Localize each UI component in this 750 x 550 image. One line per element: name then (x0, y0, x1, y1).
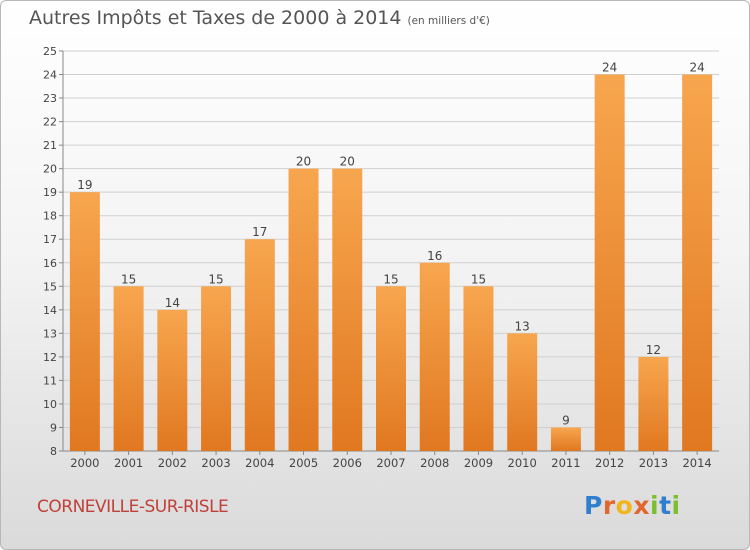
y-tick-label: 11 (43, 374, 57, 387)
data-label: 24 (602, 61, 617, 75)
x-tick-label: 2006 (333, 456, 362, 470)
bar-2014 (682, 74, 713, 451)
y-tick-label: 12 (43, 351, 57, 364)
y-tick-label: 23 (43, 92, 57, 105)
x-tick-label: 2005 (289, 456, 318, 470)
y-tick-label: 25 (43, 45, 57, 58)
data-label: 16 (427, 249, 442, 263)
y-tick-label: 14 (43, 304, 57, 317)
commune-name: CORNEVILLE-SUR-RISLE (37, 497, 229, 517)
y-tick-label: 21 (43, 139, 57, 152)
x-tick-label: 2009 (464, 456, 493, 470)
x-tick-label: 2012 (595, 456, 624, 470)
x-tick-label: 2011 (551, 456, 580, 470)
y-tick-label: 20 (43, 163, 57, 176)
y-tick-label: 8 (50, 445, 57, 458)
y-tick-label: 17 (43, 233, 57, 246)
data-label: 20 (296, 155, 311, 169)
data-label: 15 (208, 272, 223, 286)
brand-letter: r (602, 491, 616, 520)
bar-2008 (419, 262, 450, 451)
data-label: 15 (471, 272, 486, 286)
brand-letter: i (650, 491, 660, 520)
y-tick-label: 10 (43, 398, 57, 411)
data-label: 19 (77, 178, 92, 192)
data-label: 12 (646, 343, 661, 357)
y-tick-label: 16 (43, 257, 57, 270)
y-tick-label: 15 (43, 280, 57, 293)
bar-2012 (594, 74, 625, 451)
data-label: 9 (562, 413, 570, 427)
y-tick-label: 19 (43, 186, 57, 199)
x-tick-label: 2014 (682, 456, 711, 470)
data-label: 15 (121, 272, 136, 286)
bar-2000 (69, 192, 100, 452)
brand-letter: i (671, 491, 681, 520)
data-label: 20 (340, 155, 355, 169)
y-tick-label: 18 (43, 210, 57, 223)
y-tick-label: 13 (43, 327, 57, 340)
data-label: 17 (252, 225, 267, 239)
brand-letter: t (659, 491, 672, 520)
brand-letter: P (584, 491, 603, 520)
bar-2006 (332, 168, 363, 451)
chart-title-text: Autres Impôts et Taxes de 2000 à 2014 (29, 7, 402, 29)
bar-2009 (463, 286, 494, 451)
x-tick-label: 2008 (420, 456, 449, 470)
x-tick-label: 2007 (376, 456, 405, 470)
chart-subtitle: (en milliers d'€) (407, 15, 490, 27)
bar-2007 (376, 286, 406, 451)
x-tick-label: 2013 (639, 456, 668, 470)
x-tick-label: 2002 (158, 456, 187, 470)
data-label: 14 (165, 296, 180, 310)
bars (69, 74, 713, 452)
y-tick-labels: 8 9 10 11 12 13 14 15 16 17 18 19 20 21 22 23 24 25 (43, 45, 57, 458)
data-labels: 19 15 14 15 17 20 20 15 16 15 13 9 24 12 24 (77, 61, 705, 428)
y-tick-label: 9 (50, 421, 57, 434)
bar-2010 (507, 333, 538, 451)
bar-2005 (288, 168, 319, 451)
bar-2011 (550, 427, 581, 451)
chart-title: Autres Impôts et Taxes de 2000 à 2014 (en… (29, 7, 490, 29)
brand-letter: o (615, 491, 634, 520)
y-tick-label: 24 (43, 69, 57, 82)
data-label: 13 (515, 319, 530, 333)
data-label: 24 (689, 61, 704, 75)
x-tick-label: 2004 (245, 456, 274, 470)
x-tick-label: 2000 (70, 456, 99, 470)
brand-letter: x (633, 491, 650, 520)
x-tick-label: 2001 (114, 456, 143, 470)
x-tick-labels: 2000 2001 2002 2003 2004 2005 2006 2007 2008 2009… (70, 451, 712, 470)
x-tick-label: 2010 (508, 456, 537, 470)
bar-2001 (113, 286, 144, 451)
bar-2013 (638, 356, 669, 451)
x-tick-label: 2003 (201, 456, 230, 470)
y-tick-label: 22 (43, 116, 57, 129)
bar-2003 (201, 286, 232, 451)
bar-2002 (157, 309, 188, 451)
brand-logo: Proxiti (584, 491, 681, 520)
data-label: 15 (383, 272, 398, 286)
bar-2004 (244, 239, 275, 451)
